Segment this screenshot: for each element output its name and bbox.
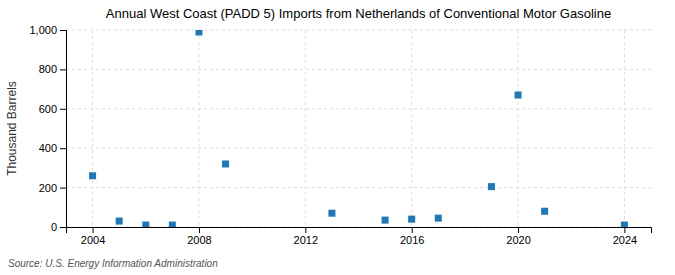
y-axis-label: Thousand Barrels [5,81,19,176]
x-tick-label: 2024 [613,234,637,246]
x-axis-line [67,228,652,234]
y-tick-label: 400 [39,142,57,154]
x-grid-line [411,30,412,227]
y-tick: 1,000 [29,24,66,36]
point [142,222,149,227]
y-tick-mark [60,30,66,31]
point [222,160,229,167]
x-tick: 2008 [187,227,211,246]
x-tick: 2024 [613,227,637,246]
x-grid-line [624,30,625,227]
y-grid-line [66,148,651,149]
point [621,222,628,227]
x-tick-label: 2008 [187,234,211,246]
y-grid-line [66,69,651,70]
x-tick: 2012 [294,227,318,246]
x-tick-label: 2020 [506,234,530,246]
point [89,172,96,179]
point [169,222,176,227]
x-axis: 2004 2008 2012 2016 2020 2024 [67,227,652,246]
y-tick-mark [60,188,66,189]
x-tick-mark [199,227,200,233]
source-note: Source: U.S. Energy Information Administ… [8,258,218,269]
y-tick-mark [60,227,66,228]
y-tick-label: 200 [39,182,57,194]
x-tick-label: 2016 [400,234,424,246]
chart: 2004 2008 2012 2016 2020 2024 0 200 400 600 800 1,0… [0,0,675,275]
grid [66,30,651,227]
x-tick-mark [624,227,625,233]
y-tick: 600 [39,103,66,115]
y-tick: 800 [39,63,66,75]
title: Annual West Coast (PADD 5) Imports from … [106,6,611,21]
y-tick-mark [60,69,66,70]
x-tick: 2004 [81,227,105,246]
point [382,217,389,224]
y-tick-label: 600 [39,103,57,115]
x-grid-line [198,30,199,227]
y-axis-line [60,31,67,228]
point [541,208,548,215]
point [488,183,495,190]
y-grid-line [66,108,651,109]
x-tick-label: 2012 [294,234,318,246]
y-tick-label: 800 [39,63,57,75]
point [116,218,123,225]
y-tick: 0 [51,221,66,233]
point [515,92,522,99]
point [435,215,442,222]
y-tick-label: 1,000 [29,24,57,36]
y-tick-mark [60,109,66,110]
x-tick-mark [305,227,306,233]
x-grid-line [92,30,93,227]
x-tick: 2016 [400,227,424,246]
x-tick-label: 2004 [81,234,105,246]
plot-area: 2004 2008 2012 2016 2020 2024 0 200 400 600 800 1,0… [29,24,651,246]
y-grid-line [66,187,651,188]
x-tick-mark [93,227,94,233]
x-grid-line [305,30,306,227]
y-tick-mark [60,148,66,149]
y-axis: 0 200 400 600 800 1,000 [29,24,66,233]
x-tick-mark [518,227,519,233]
points [89,30,628,227]
y-tick: 400 [39,142,66,154]
y-tick-label: 0 [51,221,57,233]
x-tick: 2020 [506,227,530,246]
x-grid-line [518,30,519,227]
y-tick: 200 [39,182,66,194]
x-tick-mark [412,227,413,233]
point [195,30,202,35]
y-grid-line [66,30,651,31]
point [328,210,335,217]
point [408,216,415,223]
